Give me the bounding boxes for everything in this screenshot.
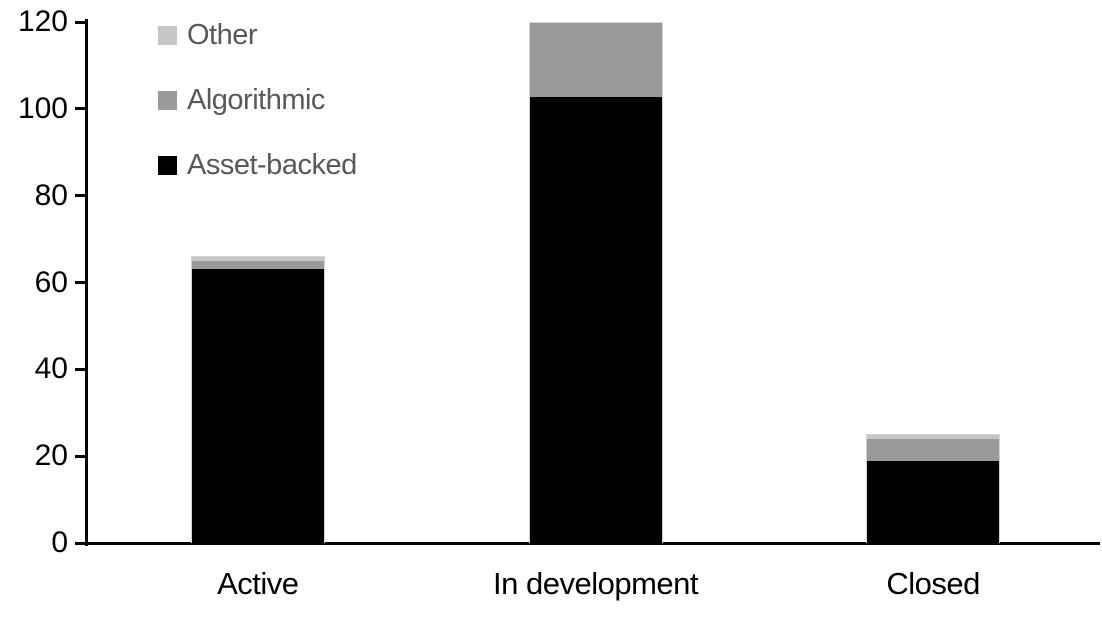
y-tick-mark: [75, 107, 87, 111]
bar-segment-algorithmic: [191, 260, 324, 270]
y-tick-mark: [75, 367, 87, 371]
legend-swatch-asset-backed-icon: [158, 156, 177, 175]
legend-label: Other: [187, 19, 258, 51]
bar-active: [190, 256, 325, 543]
legend-swatch-algorithmic-icon: [158, 91, 177, 110]
bar-segment-other: [867, 435, 1000, 439]
legend: Other Algorithmic Asset-backed: [158, 21, 357, 180]
bar-segment-asset-backed: [867, 460, 1000, 543]
bar-segment-algorithmic: [867, 438, 1000, 461]
bar-segment-algorithmic: [529, 23, 662, 97]
y-tick-mark: [75, 20, 87, 24]
bar-segment-asset-backed: [191, 269, 324, 543]
legend-item-asset-backed: Asset-backed: [158, 151, 357, 180]
legend-label: Asset-backed: [187, 149, 357, 181]
y-tick-mark: [75, 194, 87, 198]
category-label-closed: Closed: [886, 566, 980, 601]
legend-item-algorithmic: Algorithmic: [158, 86, 357, 115]
y-tick-mark: [75, 454, 87, 458]
y-tick-label: 100: [17, 91, 68, 125]
category-label-in-development: In development: [493, 566, 698, 601]
y-tick-label: 20: [34, 439, 68, 473]
y-tick-label: 120: [17, 5, 68, 38]
bar-in-development: [528, 22, 663, 543]
x-axis-baseline: [75, 542, 1100, 545]
legend-label: Algorithmic: [187, 84, 325, 116]
y-tick-mark: [75, 281, 87, 284]
legend-swatch-other-icon: [158, 26, 177, 45]
category-label-active: Active: [217, 566, 299, 601]
y-tick-label: 40: [34, 352, 68, 386]
y-tick-label: 0: [51, 526, 68, 559]
y-tick-label: 80: [34, 178, 68, 212]
bar-segment-asset-backed: [529, 96, 662, 543]
y-tick-label: 60: [34, 265, 68, 299]
bar-closed: [866, 434, 1001, 543]
bar-segment-other: [191, 257, 324, 261]
legend-item-other: Other: [158, 21, 357, 50]
y-tick-mark: [75, 541, 87, 545]
